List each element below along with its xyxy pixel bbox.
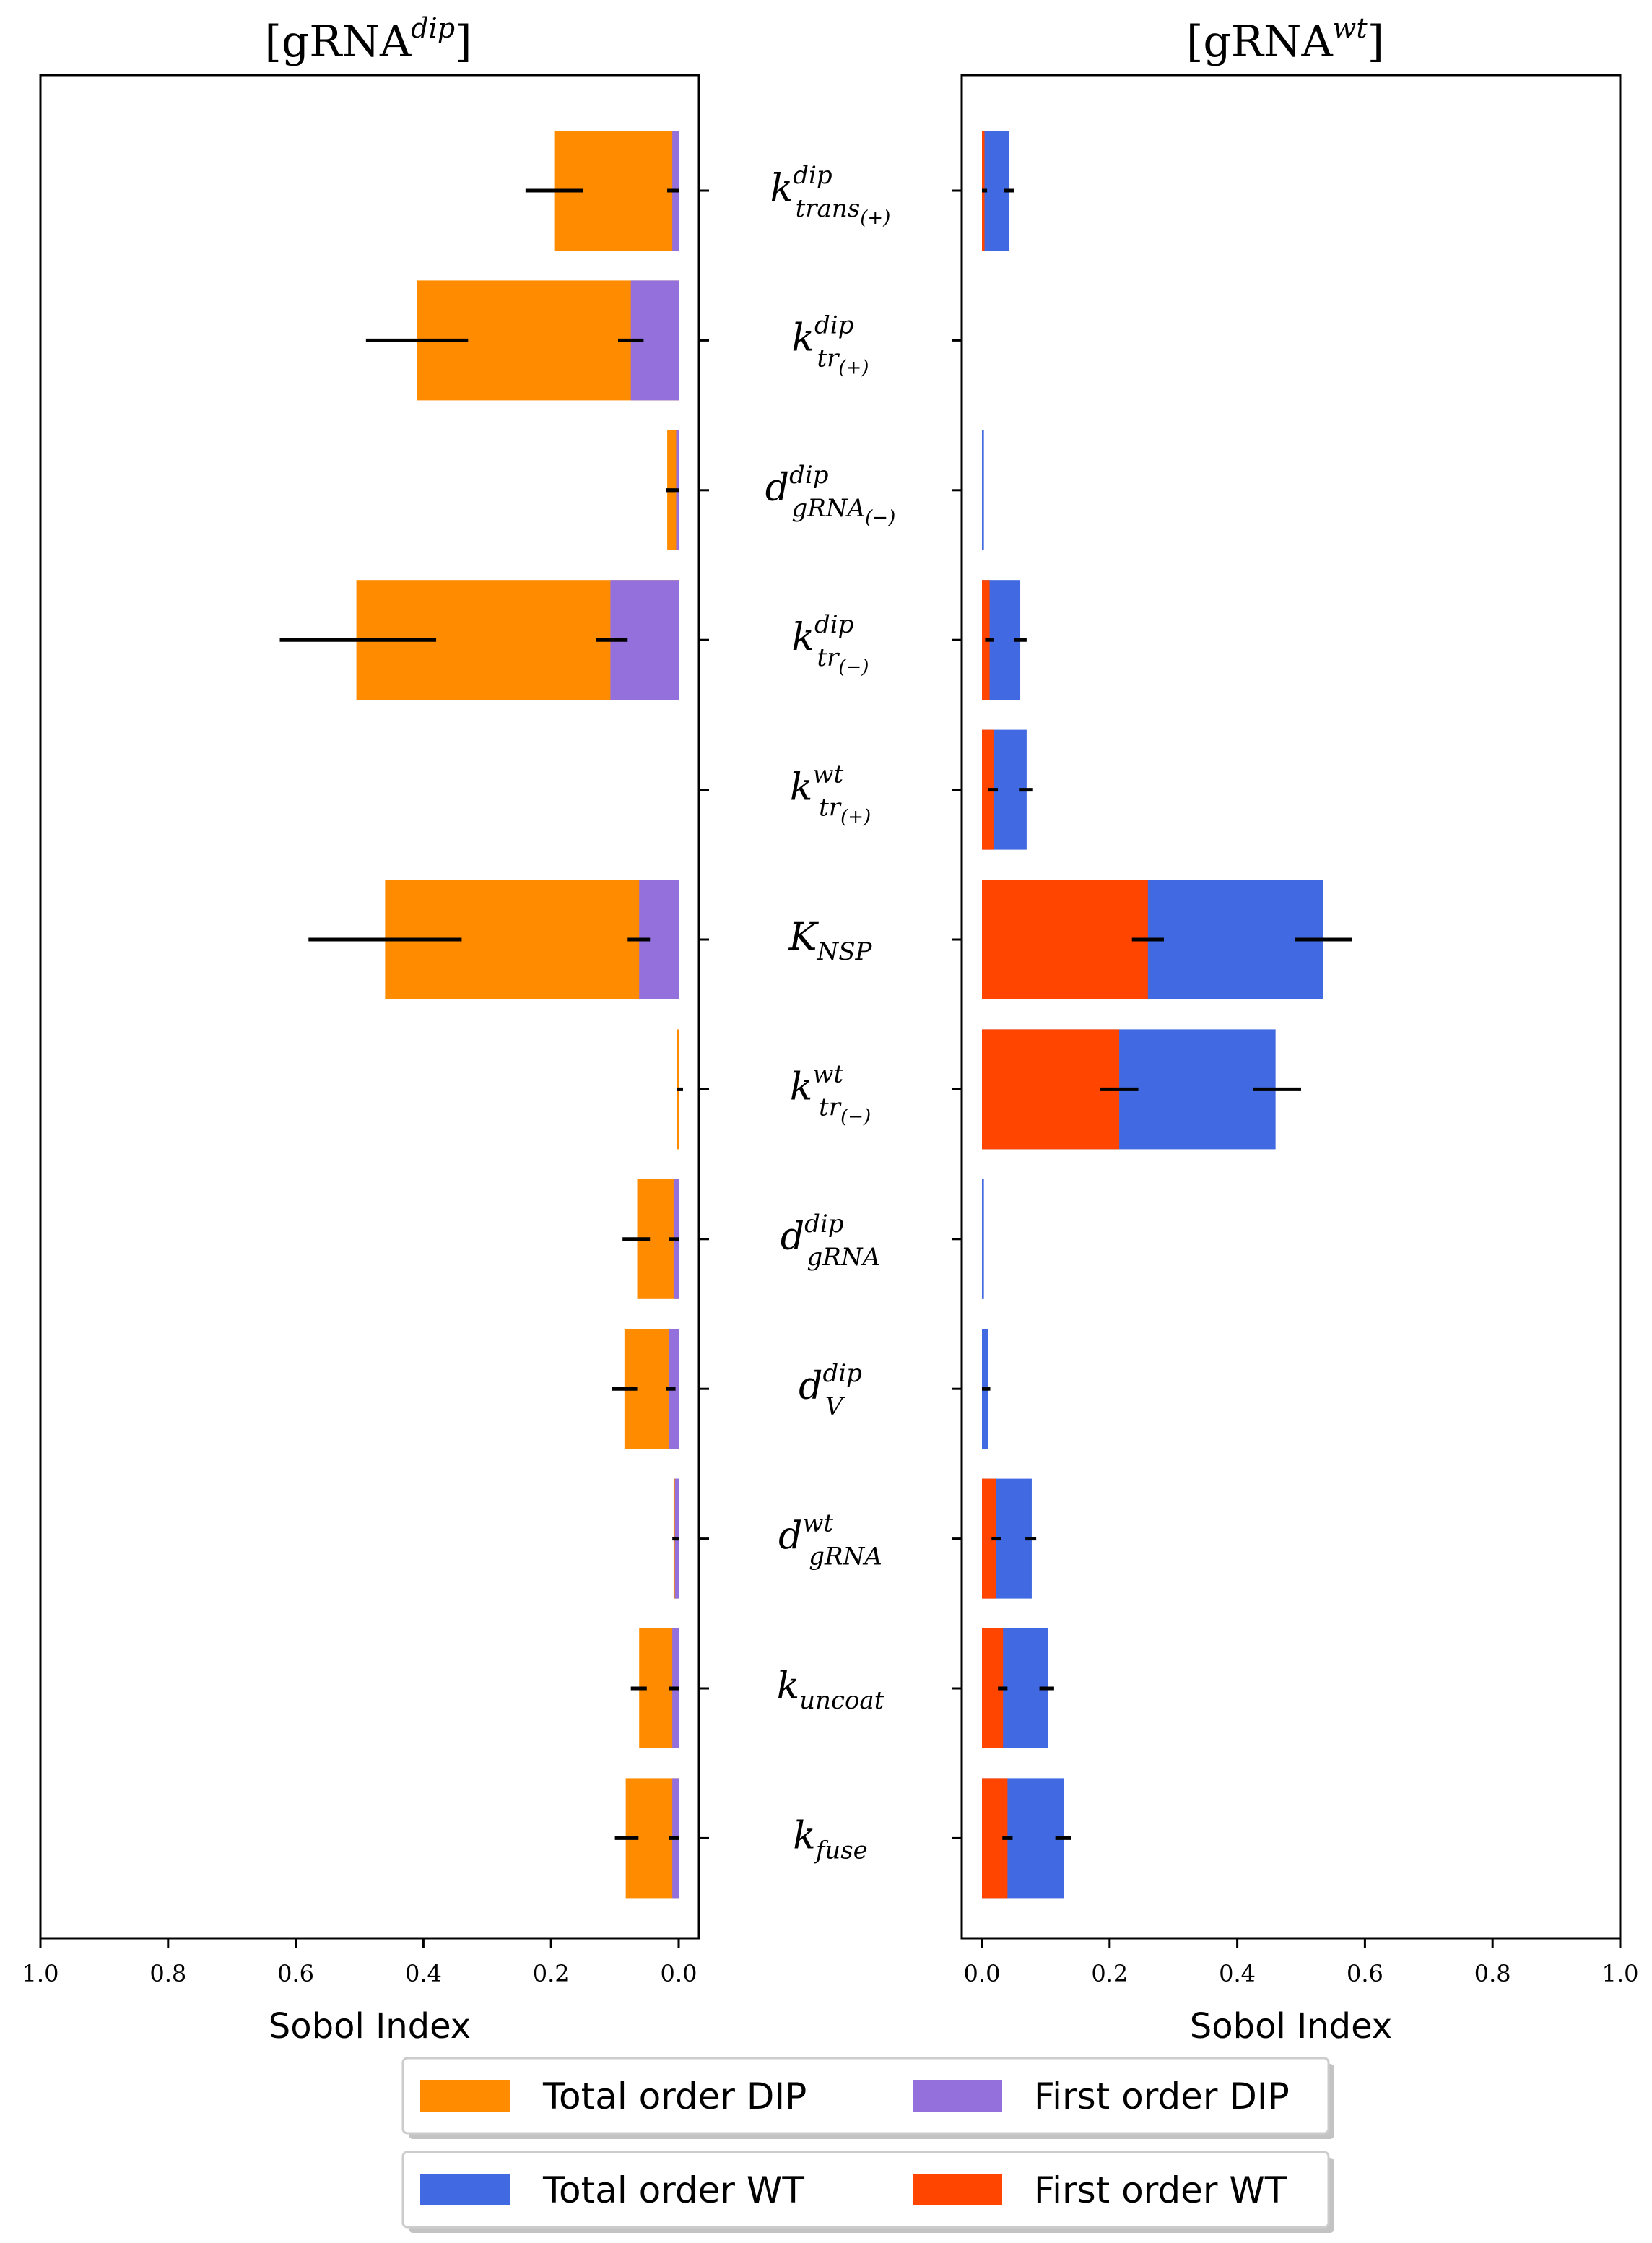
legend-swatch-total-wt <box>420 2174 510 2205</box>
right-xtick-label-5: 1.0 <box>1602 1960 1639 1987</box>
left-errorbars-layer <box>279 188 683 1840</box>
legend-wt: Total order WT First order WT <box>401 2151 1334 2233</box>
right-bar-first-5 <box>982 880 1148 999</box>
param-label-7: ddip gRNA <box>781 1210 880 1272</box>
left-xtick-label-1: 0.8 <box>149 1960 186 1987</box>
legend-swatch-total-dip <box>420 2080 510 2112</box>
param-label-0: kdip trans(+) <box>770 161 891 229</box>
left-title-end: ] <box>455 17 471 67</box>
left-xtick-label-4: 0.2 <box>533 1960 570 1987</box>
param-label-11: kfuse <box>793 1814 868 1865</box>
right-bar-first-4 <box>982 729 994 850</box>
legend-swatch-first-dip <box>913 2080 1002 2112</box>
param-label-2: ddip gRNA(−) <box>765 461 895 529</box>
legend-swatch-first-wt <box>913 2174 1002 2205</box>
right-bar-total-7 <box>982 1179 984 1299</box>
left-xtick-label-0: 1.0 <box>22 1960 59 1987</box>
param-label-10: kuncoat <box>777 1665 884 1715</box>
param-label-4: kwt tr(+) <box>790 760 871 828</box>
param-label-3: kdip tr(−) <box>792 610 869 678</box>
right-bar-total-2 <box>982 430 984 550</box>
right-plot-frame <box>960 74 1622 1940</box>
legend-label-total-dip: Total order DIP <box>542 2075 807 2117</box>
param-label-6: kwt tr(−) <box>790 1059 871 1127</box>
right-bars-layer <box>982 131 1323 1899</box>
param-label-8: ddip V <box>799 1359 862 1421</box>
param-label-1: kdip tr(+) <box>792 311 869 378</box>
left-plot-frame <box>39 74 700 1940</box>
legend-label-total-wt: Total order WT <box>542 2169 804 2211</box>
parameter-labels: kdip trans(+) kdip tr(+) ddip gRNA(−) kdip tr(−… <box>765 161 895 1865</box>
right-xlabel: Sobol Index <box>1190 2006 1392 2047</box>
left-title-sup: dip <box>411 12 455 44</box>
right-bar-first-6 <box>982 1029 1120 1150</box>
right-xtick-label-1: 0.2 <box>1091 1960 1128 1987</box>
legend-dip: Total order DIP First order DIP <box>401 2057 1334 2139</box>
left-panel-title: [gRNAdip] <box>264 12 471 67</box>
right-panel-title: [gRNAwt] <box>1186 12 1384 67</box>
param-label-9: dwt gRNA <box>778 1509 882 1571</box>
left-xtick-label-3: 0.4 <box>405 1960 442 1987</box>
left-xtick-label-2: 0.6 <box>277 1960 314 1987</box>
left-xlabel: Sobol Index <box>269 2006 471 2047</box>
right-title-sup: wt <box>1333 12 1368 44</box>
left-xtick-label-5: 0.0 <box>661 1960 697 1987</box>
right-xtick-label-3: 0.6 <box>1347 1960 1383 1987</box>
right-errorbars-layer <box>982 188 1352 1840</box>
legend-label-first-dip: First order DIP <box>1034 2075 1290 2117</box>
right-xtick-label-0: 0.0 <box>964 1960 1001 1987</box>
right-title-end: ] <box>1368 17 1384 67</box>
right-xtick-label-4: 0.8 <box>1474 1960 1511 1987</box>
param-label-5: KNSP <box>788 916 873 966</box>
legend-label-first-wt: First order WT <box>1034 2169 1287 2211</box>
right-bar-first-9 <box>982 1478 996 1599</box>
right-xtick-label-2: 0.4 <box>1219 1960 1256 1987</box>
ticks-layer: 1.0 0.8 0.6 0.4 0.2 0.0 0.0 0.2 0.4 0.6 0.8 1.0 <box>22 189 1639 1987</box>
